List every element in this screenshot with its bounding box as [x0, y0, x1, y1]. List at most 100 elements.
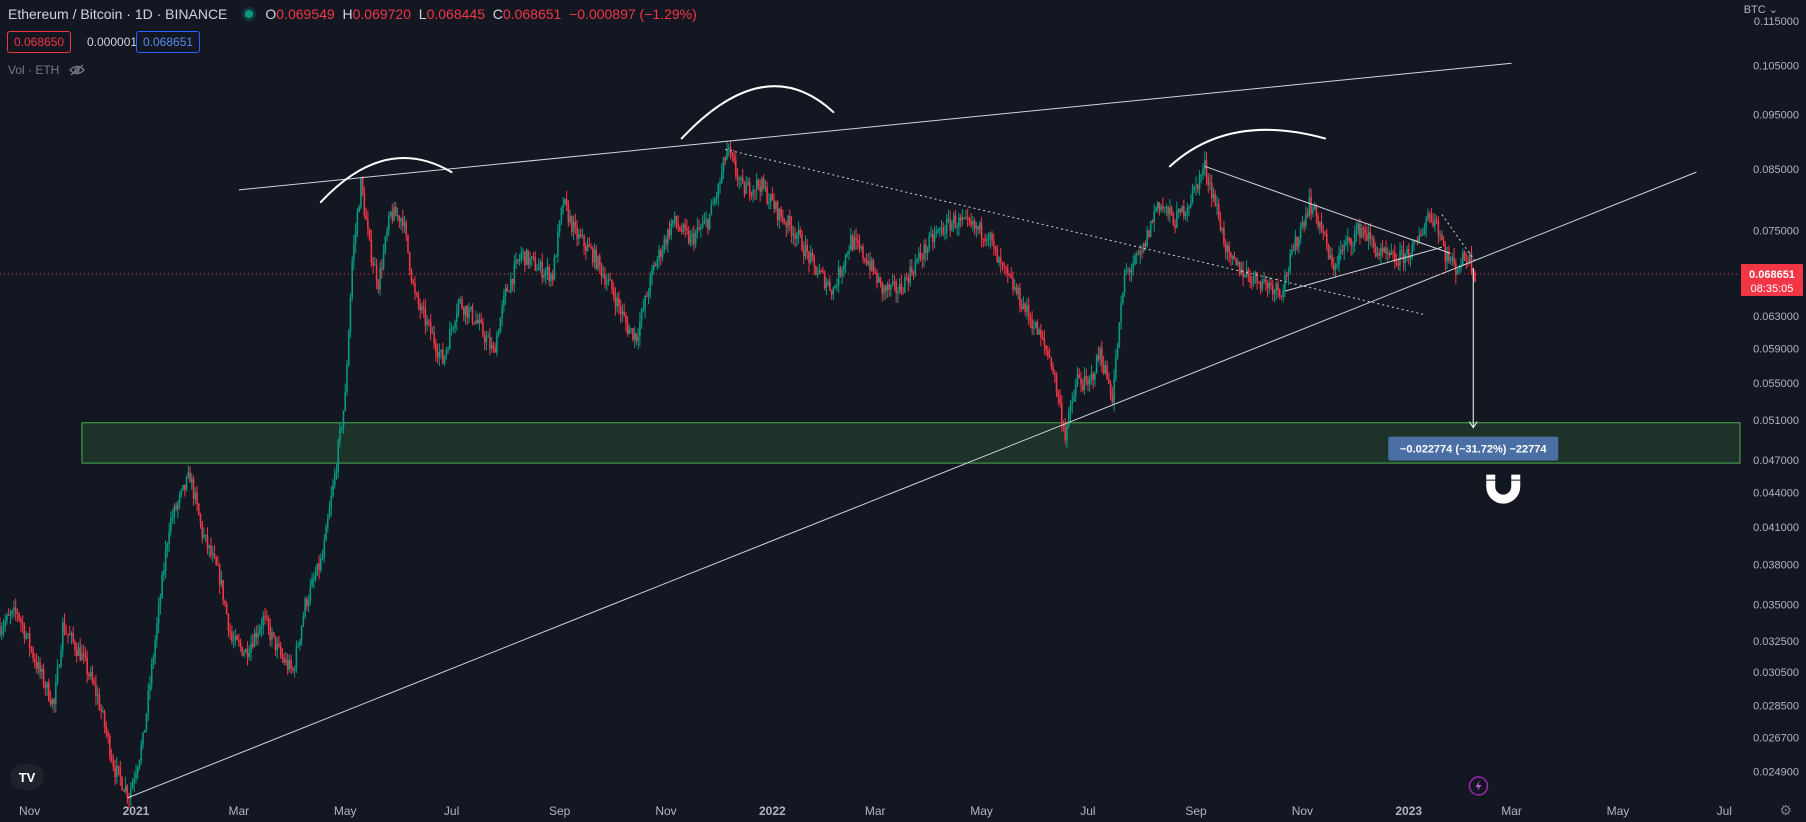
candle: [318, 555, 320, 580]
candle: [276, 637, 279, 659]
eye-crossed-icon[interactable]: [68, 64, 85, 76]
market-open-icon: [245, 10, 254, 18]
candle: [28, 626, 31, 657]
candle: [1198, 170, 1201, 196]
candle-body: [1461, 252, 1464, 266]
candle-body: [1151, 221, 1154, 223]
buy-price-button[interactable]: 0.068651: [136, 31, 201, 53]
candle-body: [419, 304, 421, 311]
trendline[interactable]: [1284, 246, 1442, 292]
candle-body: [422, 306, 425, 309]
candle-body: [154, 640, 156, 658]
time-axis[interactable]: Nov 2021 Mar May Jul Sep Nov 2022 Mar May Jul Sep No…: [19, 804, 1732, 818]
trendline[interactable]: [1204, 165, 1451, 254]
candle-body: [1467, 260, 1469, 262]
gear-icon[interactable]: ⚙: [1779, 802, 1792, 818]
sell-price-button[interactable]: 0.068650: [7, 31, 72, 53]
top-arc-drawing[interactable]: [1168, 128, 1327, 168]
candle-body: [911, 267, 913, 273]
candle: [306, 596, 308, 611]
candle: [776, 199, 779, 227]
symbol-title[interactable]: Ethereum / Bitcoin · 1D · BINANCE: [8, 6, 228, 22]
tradingview-logo[interactable]: TV: [10, 764, 44, 790]
candle-body: [1127, 270, 1129, 272]
candle-body: [309, 586, 312, 601]
candle-body: [574, 221, 577, 227]
axis-currency-menu[interactable]: BTC ⌄: [1744, 3, 1778, 16]
candle: [412, 278, 415, 286]
measure-tool[interactable]: −0.022774 (−31.72%) −22774: [1388, 268, 1559, 461]
top-arc-drawing[interactable]: [319, 157, 453, 204]
candle-body: [1374, 246, 1377, 256]
candle-body: [1134, 255, 1136, 265]
candle-body: [1228, 245, 1230, 253]
candle: [748, 177, 751, 202]
price-axis[interactable]: 0.1150000.1050000.0950000.0850000.075000…: [1753, 16, 1799, 779]
candle: [227, 613, 230, 637]
candle-body: [668, 229, 671, 236]
candle: [586, 237, 589, 252]
candle-body: [1034, 321, 1037, 328]
candle-body: [136, 767, 139, 774]
candle: [707, 218, 709, 235]
trendline[interactable]: [238, 62, 1512, 191]
candle: [459, 296, 462, 305]
candle: [785, 220, 788, 238]
candle: [1235, 257, 1237, 266]
candle: [980, 216, 983, 248]
candle-body: [274, 635, 277, 651]
candle-body: [1406, 249, 1408, 254]
candle-body: [454, 322, 456, 328]
candle: [77, 642, 80, 657]
candle: [1319, 221, 1321, 235]
candle-body: [173, 506, 176, 518]
candle-body: [290, 660, 292, 669]
candle-body: [1174, 225, 1176, 229]
candle-body: [665, 239, 667, 245]
candle: [356, 208, 359, 237]
candle-body: [1230, 252, 1232, 259]
trendline[interactable]: [127, 171, 1697, 799]
candle: [211, 545, 214, 563]
candle-body: [1296, 236, 1298, 247]
candle-body: [707, 219, 709, 230]
candle-body: [614, 296, 617, 307]
candle-body: [661, 250, 664, 258]
candle-body: [1142, 243, 1145, 252]
candle-body: [529, 258, 531, 265]
candle-body: [21, 622, 24, 626]
candle: [1005, 266, 1007, 277]
candle-body: [156, 623, 158, 641]
candle: [1108, 372, 1110, 384]
candle: [984, 233, 986, 247]
candle: [30, 646, 33, 654]
candle-body: [1416, 239, 1419, 242]
candle-body: [1294, 236, 1297, 251]
magnet-icon[interactable]: [1486, 474, 1521, 504]
drawings-layer: [127, 62, 1697, 799]
candle: [989, 231, 992, 249]
candle-body: [281, 655, 284, 658]
candle: [0, 617, 1, 638]
lightning-icon[interactable]: [1468, 776, 1489, 796]
candle-body: [837, 267, 840, 286]
candle: [965, 210, 967, 221]
candle-body: [455, 312, 458, 323]
candle-body: [231, 632, 233, 641]
candle: [829, 275, 831, 292]
candle-body: [41, 669, 43, 673]
candle-body: [977, 226, 979, 230]
top-arc-drawing[interactable]: [680, 85, 835, 140]
candle: [1188, 205, 1190, 217]
candle: [358, 204, 360, 213]
candle-body: [532, 256, 535, 258]
candle: [1176, 201, 1178, 229]
candle-body: [1008, 273, 1011, 276]
magnet-shape: [1486, 480, 1521, 504]
candle-body: [187, 472, 190, 478]
candle-body: [372, 262, 374, 266]
candle: [1461, 248, 1464, 267]
candle-body: [56, 666, 59, 684]
candle-body: [1073, 395, 1075, 402]
